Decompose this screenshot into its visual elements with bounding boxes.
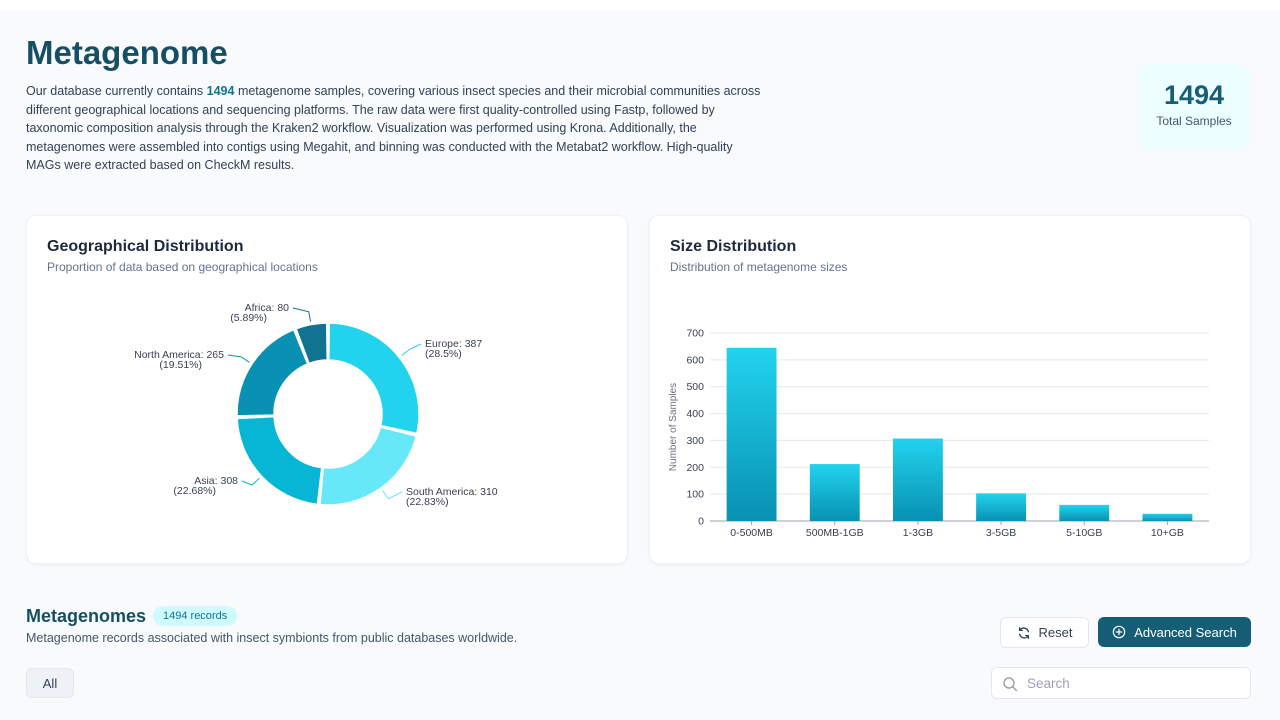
donut-slice-south-america (319, 426, 418, 506)
donut-leader-line (401, 343, 422, 357)
records-count-badge: 1494 records (153, 606, 238, 626)
donut-percent-label: (22.68%) (173, 485, 216, 497)
donut-slice-asia (236, 415, 323, 506)
intro-text-start: Our database currently contains (26, 84, 207, 98)
refresh-icon (1017, 626, 1031, 640)
bar-3-5gb (976, 493, 1027, 521)
bar-0-500mb (726, 347, 777, 521)
y-tick-label: 300 (686, 435, 704, 447)
total-samples-label: Total Samples (1156, 114, 1232, 128)
plus-circle-icon (1112, 625, 1126, 639)
donut-label: Europe: 387 (425, 338, 482, 350)
donut-percent-label: (5.89%) (230, 312, 267, 324)
advanced-search-button[interactable]: Advanced Search (1098, 617, 1251, 647)
search-input[interactable] (1027, 668, 1245, 698)
bar-5-10gb (1059, 504, 1110, 521)
x-tick-label: 10+GB (1151, 527, 1184, 539)
geo-card-title: Geographical Distribution (47, 238, 244, 255)
top-bar (0, 0, 1280, 10)
intro-paragraph: Our database currently contains 1494 met… (26, 82, 766, 175)
bar-10+gb (1142, 513, 1193, 521)
size-distribution-card: Size Distribution Distribution of metage… (649, 215, 1251, 564)
reset-button[interactable]: Reset (1000, 617, 1089, 648)
intro-sample-count: 1494 (206, 84, 235, 98)
search-field (991, 667, 1251, 699)
donut-label: Asia: 308 (194, 475, 238, 487)
geographical-donut-chart: Europe: 387(28.5%)South America: 310(22.… (134, 302, 498, 508)
donut-slice-north-america (236, 328, 309, 417)
donut-slice-europe (328, 322, 420, 435)
size-card-subtitle: Distribution of metagenome sizes (670, 260, 848, 274)
records-section-title: Metagenomes (26, 606, 147, 626)
donut-percent-label: (22.83%) (406, 496, 449, 508)
x-tick-label: 500MB-1GB (806, 527, 864, 539)
donut-leader-line (292, 307, 312, 322)
intro-text-rest: metagenome samples, covering various ins… (26, 84, 761, 173)
filter-all-chip[interactable]: All (26, 668, 74, 698)
y-tick-label: 0 (698, 516, 704, 528)
page-title: Metagenome (26, 34, 228, 71)
donut-leader-line (382, 490, 403, 500)
geographical-distribution-card: Geographical Distribution Proportion of … (26, 215, 628, 564)
size-card-title: Size Distribution (670, 238, 797, 255)
y-axis-label: Number of Samples (668, 383, 679, 471)
bar-500mb-1gb (809, 464, 860, 521)
donut-percent-label: (19.51%) (159, 359, 202, 371)
filter-all-label: All (42, 675, 58, 691)
size-bar-chart: 0 100 200 300 400 500 600 700 Number of Samples 0… (668, 328, 1209, 539)
x-tick-label: 5-10GB (1066, 527, 1102, 539)
donut-percent-label: (28.5%) (425, 348, 462, 360)
total-samples-card: 1494 Total Samples (1138, 64, 1250, 150)
advanced-search-label: Advanced Search (1134, 624, 1237, 640)
y-tick-label: 400 (686, 408, 704, 420)
y-tick-label: 600 (686, 354, 704, 366)
donut-label: South America: 310 (406, 486, 498, 498)
x-tick-label: 0-500MB (730, 527, 773, 539)
donut-label: North America: 265 (134, 349, 224, 361)
geo-card-subtitle: Proportion of data based on geographical… (47, 260, 318, 274)
donut-label: Africa: 80 (245, 302, 290, 314)
bar-1-3gb (892, 438, 943, 521)
donut-leader-line (241, 477, 260, 486)
x-tick-label: 1-3GB (903, 527, 933, 539)
search-icon (1002, 676, 1018, 692)
y-tick-label: 100 (686, 489, 704, 501)
donut-slice-africa (295, 322, 328, 365)
reset-button-label: Reset (1038, 625, 1073, 640)
y-tick-label: 500 (686, 381, 704, 393)
donut-leader-line (227, 354, 250, 363)
records-section-subtitle: Metagenome records associated with insec… (26, 631, 518, 645)
x-tick-label: 3-5GB (986, 527, 1016, 539)
y-tick-label: 700 (686, 328, 704, 340)
y-tick-label: 200 (686, 462, 704, 474)
total-samples-value: 1494 (1163, 80, 1225, 110)
